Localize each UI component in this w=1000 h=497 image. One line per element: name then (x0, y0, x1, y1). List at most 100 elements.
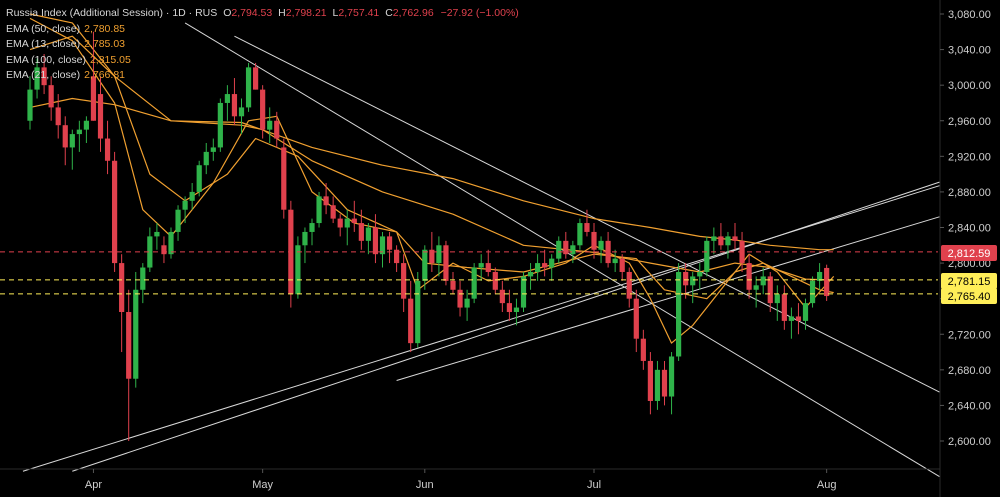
candle[interactable] (309, 218, 315, 246)
candle[interactable] (161, 236, 167, 264)
candle[interactable] (795, 303, 802, 335)
candle[interactable] (436, 236, 442, 277)
candle[interactable] (27, 76, 33, 130)
candle[interactable] (506, 289, 512, 321)
candle[interactable] (408, 280, 414, 353)
candle[interactable] (386, 231, 393, 264)
candle[interactable] (683, 263, 689, 299)
candle[interactable] (90, 31, 97, 121)
candle[interactable] (133, 271, 139, 388)
candle[interactable] (302, 227, 308, 264)
candle[interactable] (718, 223, 724, 250)
candle[interactable] (238, 98, 245, 135)
candle[interactable] (802, 298, 809, 330)
candle[interactable] (598, 236, 604, 264)
candle[interactable] (55, 94, 61, 139)
indicator-ema-100[interactable]: EMA (100, close) 2,815.05 (6, 53, 519, 69)
candle[interactable] (746, 254, 752, 299)
candle[interactable] (422, 245, 428, 290)
candle[interactable] (697, 263, 703, 290)
candle[interactable] (633, 289, 639, 353)
candle[interactable] (281, 138, 287, 219)
candle[interactable] (725, 231, 731, 259)
candle[interactable] (48, 76, 54, 121)
candle[interactable] (267, 107, 273, 143)
ema-line[interactable] (29, 97, 834, 251)
candle[interactable] (492, 267, 498, 295)
candle[interactable] (577, 218, 583, 250)
candle[interactable] (76, 120, 82, 152)
indicator-ema-21[interactable]: EMA (21, close) 2,766.81 (6, 68, 519, 84)
candle[interactable] (570, 240, 576, 264)
candle[interactable] (330, 196, 336, 224)
x-axis[interactable]: Apr May Jun Jul Aug (85, 469, 837, 491)
candle[interactable] (210, 138, 216, 161)
candle[interactable] (499, 280, 505, 313)
candle[interactable] (189, 183, 195, 210)
candle[interactable] (605, 231, 611, 268)
candle[interactable] (365, 223, 371, 255)
candle[interactable] (344, 209, 350, 246)
candle[interactable] (661, 360, 668, 406)
candle[interactable] (443, 240, 449, 286)
candle[interactable] (485, 249, 491, 277)
candle[interactable] (119, 254, 125, 353)
candle[interactable] (513, 298, 520, 326)
candle[interactable] (379, 231, 386, 268)
candle[interactable] (69, 129, 75, 170)
candle[interactable] (182, 196, 188, 224)
candle[interactable] (253, 62, 259, 90)
candle[interactable] (34, 58, 40, 99)
candle[interactable] (154, 223, 160, 250)
candle[interactable] (196, 160, 202, 197)
candle[interactable] (245, 62, 252, 112)
candle[interactable] (217, 98, 223, 152)
candle[interactable] (323, 183, 329, 215)
indicator-ema-13[interactable]: EMA (13, close) 2,785.03 (6, 37, 519, 53)
candle[interactable] (97, 76, 104, 152)
candle[interactable] (316, 191, 322, 228)
candle[interactable] (41, 54, 47, 95)
candle[interactable] (676, 263, 682, 361)
candle[interactable] (563, 231, 569, 259)
candle[interactable] (809, 276, 816, 308)
candle[interactable] (224, 85, 230, 121)
candle[interactable] (527, 263, 534, 290)
candle[interactable] (471, 263, 477, 304)
candle[interactable] (753, 276, 759, 308)
candle[interactable] (401, 254, 407, 313)
candle[interactable] (774, 285, 780, 321)
candle[interactable] (619, 254, 625, 281)
candle[interactable] (337, 214, 343, 237)
candle[interactable] (640, 329, 646, 370)
candle[interactable] (781, 285, 787, 330)
candle[interactable] (231, 78, 238, 126)
candle[interactable] (817, 263, 823, 290)
candle[interactable] (126, 289, 132, 441)
candle[interactable] (62, 116, 68, 166)
candle[interactable] (372, 214, 379, 264)
candle[interactable] (520, 271, 527, 313)
candle[interactable] (535, 254, 541, 281)
candle[interactable] (260, 85, 266, 139)
candle[interactable] (288, 200, 294, 308)
candle[interactable] (654, 360, 661, 410)
candle[interactable] (429, 231, 435, 272)
candle[interactable] (295, 236, 301, 299)
candle[interactable] (542, 249, 548, 277)
candle[interactable] (549, 254, 555, 281)
indicator-ema-50[interactable]: EMA (50, close) 2,780.85 (6, 22, 519, 38)
trendline[interactable] (72, 181, 940, 472)
candle[interactable] (457, 280, 463, 317)
candle[interactable] (732, 223, 738, 250)
candle[interactable] (168, 227, 174, 259)
candle[interactable] (147, 227, 153, 272)
candle[interactable] (394, 245, 400, 272)
candle[interactable] (415, 271, 421, 348)
candle[interactable] (478, 254, 484, 281)
candle[interactable] (591, 223, 597, 259)
candle[interactable] (767, 271, 773, 313)
candle[interactable] (351, 200, 357, 232)
candle[interactable] (175, 205, 181, 241)
